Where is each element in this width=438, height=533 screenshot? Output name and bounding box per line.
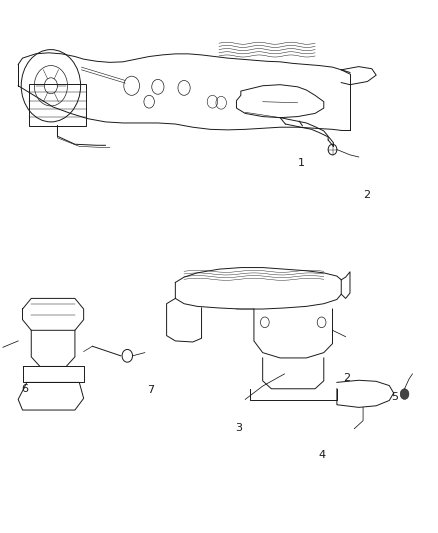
Text: 3: 3: [235, 423, 242, 433]
Text: 5: 5: [392, 392, 399, 402]
Text: 2: 2: [363, 190, 370, 200]
Text: 7: 7: [147, 385, 154, 395]
Text: 6: 6: [21, 384, 28, 394]
Text: 1: 1: [297, 158, 304, 168]
Text: 2: 2: [343, 373, 350, 383]
Circle shape: [400, 389, 409, 399]
Bar: [29, 84, 86, 126]
Text: 4: 4: [318, 450, 325, 460]
